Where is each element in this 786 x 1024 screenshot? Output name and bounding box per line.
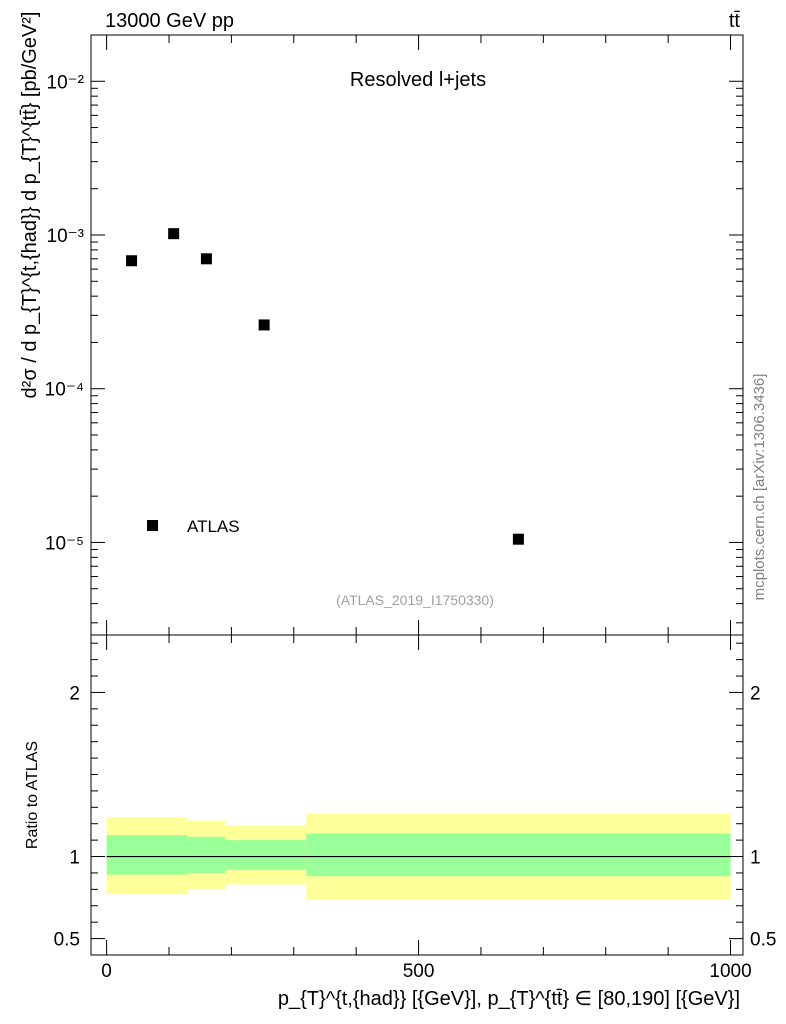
uncertainty-band-inner	[106, 835, 188, 875]
ratio-y-tick-label-right: 0.5	[750, 930, 776, 951]
ratio-y-tick-label-right: 1	[750, 848, 761, 869]
data-point	[200, 253, 212, 265]
ratio-y-tick-label: 0.5	[54, 930, 80, 951]
main-y-ticks: 10⁻⁵ 10⁻⁴ 10⁻³ 10⁻²	[45, 34, 743, 635]
main-panel: 10⁻⁵ 10⁻⁴ 10⁻³ 10⁻² Resolved l+jets (ATLAS_…	[19, 12, 744, 636]
main-y-axis-title: d²σ / d p_{T}^{t,{had}} d p_{T}^{tt̄} [p…	[19, 12, 41, 399]
header-right: tt̄	[729, 10, 741, 32]
legend-label: ATLAS	[187, 517, 240, 536]
ratio-y-tick-label: 1	[69, 848, 80, 869]
data-point	[258, 319, 270, 331]
x-tick-label: 1000	[709, 961, 751, 982]
legend-marker	[147, 520, 158, 531]
data-point	[512, 533, 524, 545]
y-tick-label: 10⁻⁵	[45, 533, 84, 554]
ratio-y-tick-label-right: 2	[750, 683, 761, 704]
y-tick-label: 10⁻³	[47, 226, 85, 247]
ratio-bands	[106, 813, 731, 900]
ratio-y-axis-title: Ratio to ATLAS	[24, 741, 41, 849]
uncertainty-band-inner	[306, 833, 731, 877]
y-tick-label: 10⁻⁴	[45, 380, 84, 401]
ratio-y-tick-label: 2	[69, 683, 80, 704]
analysis-id: (ATLAS_2019_I1750330)	[336, 592, 494, 608]
y-tick-label: 10⁻²	[47, 72, 85, 93]
ratio-ticks: 0.5 0.5 1 1 2 2 0 500 1000	[54, 635, 776, 982]
x-tick-label: 0	[101, 961, 112, 982]
x-tick-label: 500	[403, 961, 435, 982]
uncertainty-band-inner	[225, 840, 307, 870]
ratio-frame	[90, 634, 744, 956]
main-marks	[126, 228, 524, 545]
watermark: mcplots.cern.ch [arXiv:1306.3436]	[751, 374, 768, 601]
top-label: Resolved l+jets	[350, 69, 486, 91]
data-point	[126, 255, 138, 267]
header-left: 13000 GeV pp	[105, 10, 234, 32]
x-axis-title: p_{T}^{t,{had}} [{GeV}], p_{T}^{tt̄} ∈ […	[278, 988, 740, 1010]
ratio-panel: 0.5 0.5 1 1 2 2 0 500 1000 Ratio to ATLAS p_{T}^…	[24, 634, 776, 1010]
data-point	[168, 228, 180, 240]
main-frame	[90, 34, 744, 636]
uncertainty-band-inner	[187, 836, 226, 873]
